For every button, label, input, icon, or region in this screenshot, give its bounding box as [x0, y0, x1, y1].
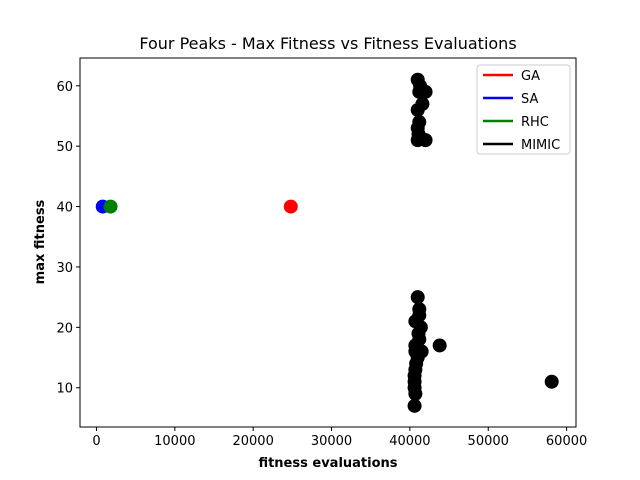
point-mimic [418, 84, 433, 99]
y-tick-label: 40 [56, 201, 73, 216]
point-mimic [411, 326, 426, 341]
y-axis: 10 20 30 40 50 60 [56, 80, 80, 397]
y-tick-label: 60 [56, 80, 73, 95]
y-tick-label: 50 [56, 140, 73, 155]
legend-label: GA [521, 69, 540, 84]
x-tick-label: 30000 [311, 434, 352, 449]
plot-frame [79, 57, 577, 428]
point-mimic [407, 398, 422, 413]
y-axis-label: max fitness [33, 199, 48, 284]
point-mimic [410, 290, 425, 305]
point-mimic [410, 102, 425, 117]
chart-title: Four Peaks - Max Fitness vs Fitness Eval… [139, 34, 516, 53]
point-ga [283, 199, 298, 214]
x-axis: 0 10000 20000 30000 40000 50000 60000 [92, 427, 587, 449]
x-tick-label: 60000 [546, 434, 587, 449]
point-mimic [408, 344, 423, 359]
x-tick-label: 0 [92, 434, 100, 449]
legend-box [476, 64, 571, 155]
y-tick-label: 20 [56, 321, 73, 336]
x-tick-label: 20000 [232, 434, 273, 449]
point-mimic [544, 374, 559, 389]
legend-label: MIMIC [521, 138, 560, 153]
point-rhc [103, 199, 118, 214]
y-tick-label: 10 [56, 382, 73, 397]
x-tick-label: 40000 [389, 434, 430, 449]
y-tick-label: 30 [56, 261, 73, 276]
point-mimic [412, 308, 427, 323]
point-mimic [418, 133, 433, 148]
x-tick-label: 50000 [468, 434, 509, 449]
point-mimic [432, 338, 447, 353]
data-points [95, 72, 559, 413]
legend: GA SA RHC MIMIC [476, 64, 571, 155]
legend-label: SA [521, 92, 538, 107]
x-axis-label: fitness evaluations [258, 456, 397, 471]
legend-label: RHC [521, 115, 549, 130]
x-tick-label: 10000 [154, 434, 195, 449]
point-mimic [408, 386, 423, 401]
